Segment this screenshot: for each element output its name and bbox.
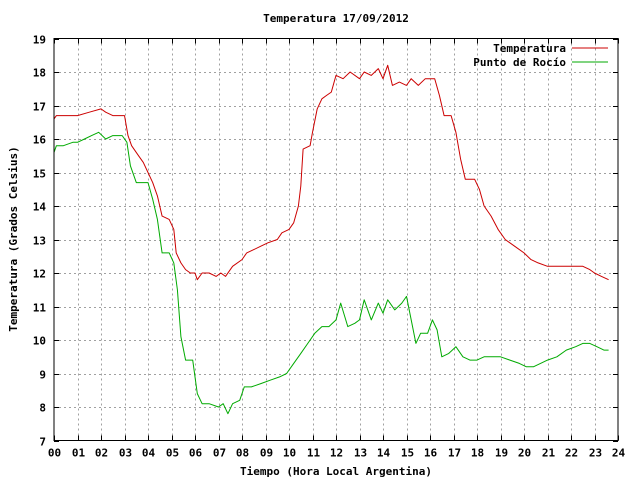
y-tick-label: 8 [39, 402, 46, 415]
series-line-punto-de-rocio [53, 131, 609, 415]
series-lines [53, 64, 609, 415]
x-tick-label: 01 [72, 447, 86, 460]
y-tick-label: 19 [33, 34, 46, 47]
x-tick-label: 00 [48, 447, 61, 460]
x-axis-label: Tiempo (Hora Local Argentina) [240, 465, 432, 478]
y-tick-label: 15 [33, 168, 46, 181]
x-tick-label: 16 [424, 447, 438, 460]
x-tick-label: 14 [377, 447, 391, 460]
x-tick-label: 19 [495, 447, 508, 460]
x-tick-label: 24 [612, 447, 626, 460]
x-tick-label: 08 [236, 447, 249, 460]
x-tick-label: 11 [307, 447, 321, 460]
y-tick-label: 9 [39, 369, 46, 382]
legend-label-temperatura: Temperatura [493, 42, 566, 55]
x-tick-label: 20 [518, 447, 531, 460]
y-tick-label: 14 [33, 201, 47, 214]
x-tick-label: 18 [471, 447, 484, 460]
chart-title: Temperatura 17/09/2012 [263, 12, 409, 25]
y-tick-label: 16 [33, 134, 47, 147]
x-tick-label: 12 [330, 447, 343, 460]
y-tick-label: 18 [33, 67, 46, 80]
grid-lines [54, 38, 618, 441]
x-tick-label: 21 [542, 447, 556, 460]
legend-label-punto-de-rocio: Punto de Rocío [473, 56, 566, 69]
x-tick-label: 17 [448, 447, 461, 460]
y-tick-label: 13 [33, 235, 46, 248]
x-tick-label: 02 [95, 447, 108, 460]
y-tick-label: 10 [33, 335, 46, 348]
y-tick-label: 11 [33, 302, 47, 315]
x-tick-label: 23 [589, 447, 602, 460]
series-line-temperatura [53, 64, 609, 281]
x-tick-label: 09 [260, 447, 273, 460]
y-tick-label: 7 [39, 436, 46, 449]
x-tick-label: 04 [142, 447, 156, 460]
x-tick-label: 15 [401, 447, 414, 460]
x-tick-label: 05 [166, 447, 179, 460]
x-tick-label: 03 [119, 447, 132, 460]
x-tick-label: 13 [354, 447, 367, 460]
y-axis-label: Temperatura (Grados Celsius) [7, 146, 20, 331]
axis-ticks: 00 01 02 03 04 05 06 07 08 09 10 11 12 13 14 15 16 17 18 19… [33, 34, 626, 460]
x-tick-label: 06 [189, 447, 203, 460]
x-tick-label: 07 [213, 447, 226, 460]
x-tick-label: 10 [283, 447, 296, 460]
y-tick-label: 17 [33, 101, 46, 114]
y-tick-label: 12 [33, 268, 46, 281]
x-tick-label: 22 [565, 447, 578, 460]
